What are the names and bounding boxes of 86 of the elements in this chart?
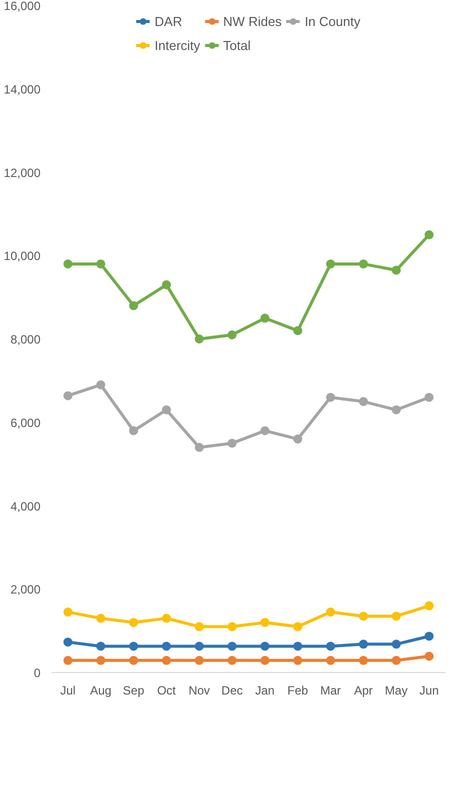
x-tick-label: Jul [60,684,76,698]
point [326,392,336,402]
legend-label: Total [223,38,251,52]
point [424,632,434,641]
point [194,656,204,665]
x-tick-label: Jun [419,684,439,698]
point [194,334,204,344]
point [358,612,368,621]
legend-label: Intercity [154,38,200,52]
point [392,640,401,649]
point [129,618,138,627]
point [293,434,302,444]
x-tick-label: Jan [255,684,275,698]
y-tick-label: 8,000 [10,332,41,346]
point [162,280,171,290]
point [260,426,270,436]
point [424,230,434,240]
point [424,392,434,402]
point [228,330,237,340]
point [228,656,237,665]
point [96,380,106,390]
point [326,259,336,268]
point [293,326,302,336]
point [392,266,401,275]
legend-label: NW Rides [223,14,282,28]
point [358,640,368,649]
x-tick-label: Apr [354,684,373,698]
point [358,259,368,268]
x-tick-label: Mar [320,684,341,698]
point [293,622,302,632]
point [358,656,368,665]
x-tick-label: Oct [157,684,176,698]
x-tick-label: Aug [90,684,112,698]
x-tick-label: May [384,684,408,698]
y-tick-label: 0 [34,666,41,680]
point [96,656,106,665]
point [194,622,204,632]
point [162,642,171,651]
point [326,656,336,665]
y-tick-label: 16,000 [4,0,41,13]
y-tick-label: 12,000 [4,166,41,180]
point [63,638,72,647]
point [392,656,401,665]
point [260,642,270,651]
point [96,642,106,651]
point [358,397,368,406]
y-tick-label: 2,000 [10,582,41,597]
point [63,608,72,617]
legend-label: DAR [154,14,182,28]
point [63,656,72,665]
y-tick-label: 14,000 [4,82,41,96]
point [194,442,204,452]
point [392,612,401,621]
point [260,618,270,627]
point [228,622,237,632]
point [63,259,72,268]
point [96,259,106,268]
point [96,614,106,623]
point [326,642,336,651]
y-tick-label: 10,000 [4,249,41,264]
y-tick-label: 4,000 [10,499,41,514]
point [392,405,401,414]
point [129,656,138,665]
y-tick-label: 6,000 [10,416,41,430]
point [424,652,434,661]
point [129,642,138,651]
legend-label: In County [304,14,360,28]
point [228,642,237,651]
point [260,314,270,323]
point [162,614,171,623]
x-tick-label: Dec [221,684,243,698]
point [162,405,171,414]
point [424,601,434,610]
point [162,656,171,665]
point [63,391,72,400]
point [326,608,336,617]
point [194,642,204,651]
x-tick-label: Feb [287,684,308,698]
point [129,301,138,310]
point [293,642,302,651]
point [129,426,138,436]
point [260,656,270,665]
x-tick-label: Nov [188,684,210,698]
x-tick-label: Sep [122,684,145,698]
point [228,438,237,448]
point [293,656,302,665]
